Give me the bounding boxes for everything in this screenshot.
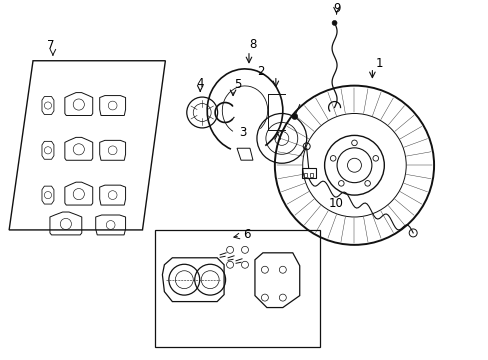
- Text: 6: 6: [243, 228, 250, 242]
- Bar: [155, 230, 319, 347]
- Circle shape: [338, 181, 344, 186]
- Circle shape: [364, 181, 370, 186]
- Bar: [303, 173, 307, 177]
- Text: 7: 7: [47, 39, 55, 52]
- Bar: [309, 173, 313, 177]
- Text: 5: 5: [234, 78, 241, 91]
- Text: 8: 8: [249, 38, 256, 51]
- Circle shape: [291, 113, 297, 120]
- Text: 10: 10: [328, 197, 343, 210]
- Circle shape: [331, 21, 336, 26]
- Text: 3: 3: [239, 126, 246, 139]
- Circle shape: [372, 156, 378, 161]
- Bar: [301, 168, 315, 178]
- Text: 4: 4: [196, 77, 203, 90]
- Circle shape: [351, 140, 357, 146]
- Text: 9: 9: [332, 3, 340, 15]
- Text: 1: 1: [375, 57, 382, 70]
- Circle shape: [330, 156, 335, 161]
- Text: 2: 2: [257, 65, 264, 78]
